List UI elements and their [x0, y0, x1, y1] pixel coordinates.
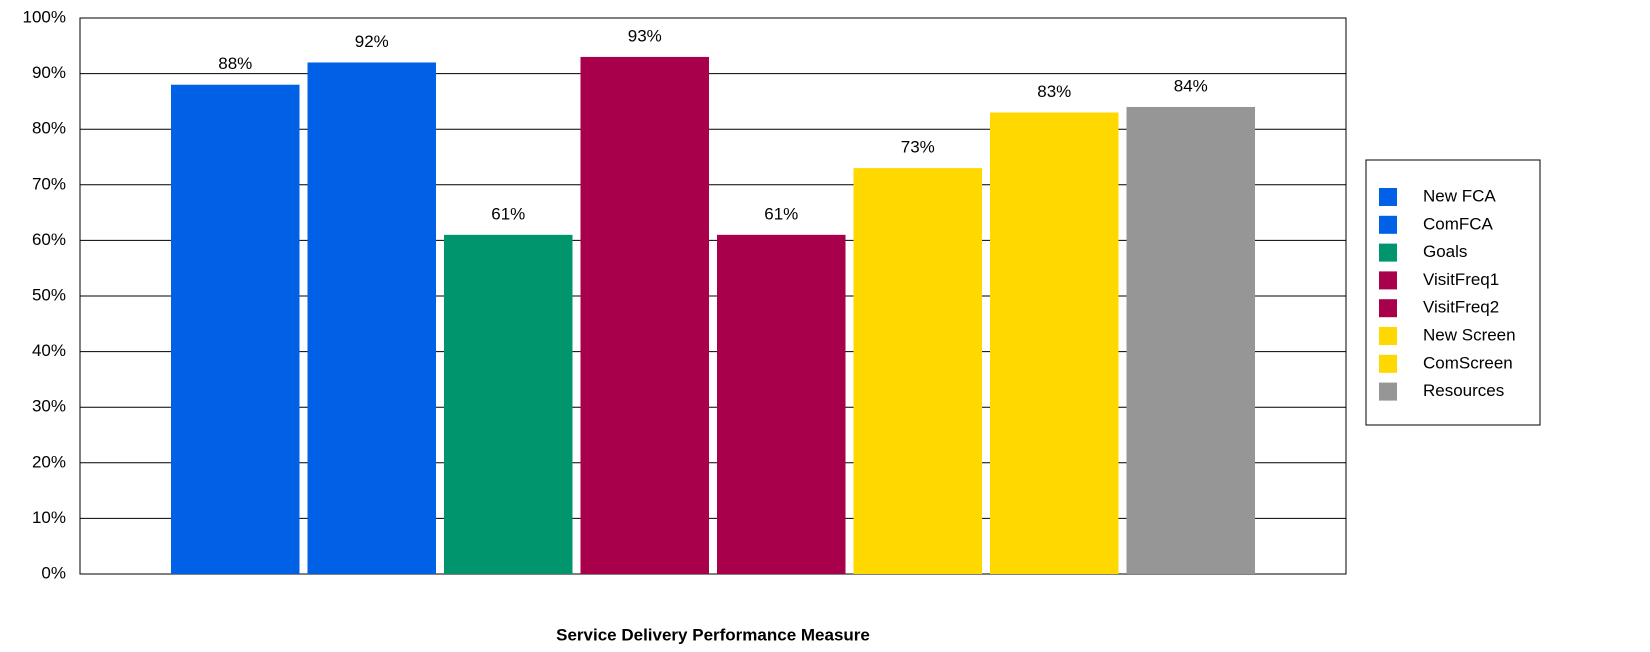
legend-swatch — [1379, 188, 1397, 206]
legend-label: New FCA — [1423, 186, 1496, 205]
y-tick-label: 50% — [32, 285, 66, 304]
legend-swatch — [1379, 327, 1397, 345]
value-label: 84% — [1174, 76, 1208, 95]
legend-swatch — [1379, 271, 1397, 290]
value-label: 83% — [1037, 82, 1071, 101]
y-tick-label: 20% — [32, 452, 66, 471]
value-label: 88% — [218, 54, 252, 73]
y-tick-label: 70% — [32, 174, 66, 193]
legend-label: ComFCA — [1423, 214, 1494, 233]
bar — [853, 168, 982, 574]
x-axis-title: Service Delivery Performance Measure — [556, 625, 870, 644]
bar — [990, 112, 1119, 575]
legend-swatch — [1379, 215, 1397, 234]
legend-swatch — [1379, 243, 1397, 262]
bar — [307, 62, 436, 574]
value-label: 61% — [764, 204, 798, 223]
value-label: 61% — [491, 204, 525, 223]
y-tick-label: 10% — [32, 508, 66, 527]
value-label: 92% — [355, 32, 389, 51]
y-tick-label: 30% — [32, 397, 66, 416]
y-tick-label: 80% — [32, 119, 66, 138]
legend-label: VisitFreq1 — [1423, 270, 1499, 289]
legend-label: VisitFreq2 — [1423, 298, 1499, 317]
bar — [717, 234, 846, 574]
legend-label: ComScreen — [1423, 353, 1513, 372]
y-tick-label: 60% — [32, 230, 66, 249]
y-tick-label: 100% — [23, 7, 66, 26]
legend-label: Goals — [1423, 242, 1467, 261]
y-tick-label: 40% — [32, 341, 66, 360]
legend-label: New Screen — [1423, 325, 1516, 344]
value-label: 93% — [628, 26, 662, 45]
legend-swatch — [1379, 299, 1397, 318]
legend-label: Resources — [1423, 381, 1504, 400]
y-tick-label: 0% — [41, 563, 66, 582]
legend-swatch — [1379, 354, 1397, 373]
bar — [444, 234, 573, 574]
y-tick-label: 90% — [32, 63, 66, 82]
bar — [171, 84, 300, 574]
bar — [580, 56, 709, 575]
bar — [1126, 106, 1255, 575]
value-label: 73% — [901, 138, 935, 157]
legend-swatch — [1379, 382, 1397, 401]
